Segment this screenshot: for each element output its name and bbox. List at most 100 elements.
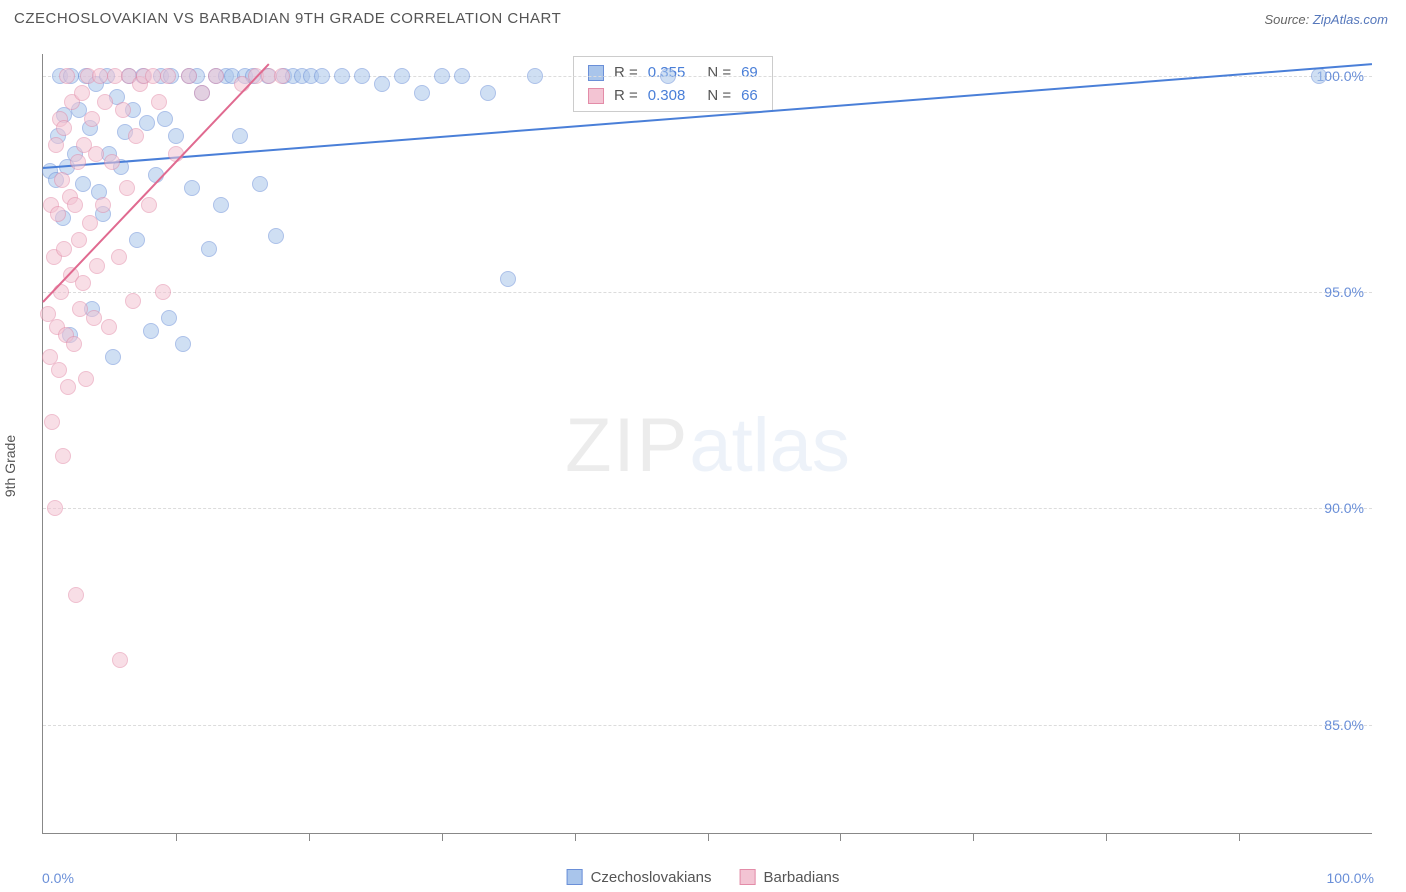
scatter-point [161, 310, 177, 326]
x-tick [575, 833, 576, 841]
y-tick-label: 85.0% [1324, 717, 1364, 733]
scatter-point [125, 293, 141, 309]
scatter-point [201, 241, 217, 257]
x-tick [1106, 833, 1107, 841]
scatter-point [1311, 68, 1327, 84]
scatter-point [50, 206, 66, 222]
legend-r-value: 0.308 [648, 87, 686, 104]
chart-area: 9th Grade ZIPatlas R =0.355N =69R =0.308… [0, 40, 1406, 892]
scatter-point [414, 85, 430, 101]
watermark-part1: ZIP [565, 403, 689, 488]
scatter-point [143, 323, 159, 339]
scatter-point [151, 94, 167, 110]
legend-series-item: Czechoslovakians [567, 869, 712, 886]
scatter-point [374, 76, 390, 92]
scatter-point [252, 176, 268, 192]
x-tick [708, 833, 709, 841]
legend-series-label: Barbadians [764, 869, 840, 886]
scatter-point [232, 128, 248, 144]
y-tick-label: 90.0% [1324, 500, 1364, 516]
scatter-point [75, 176, 91, 192]
gridline [43, 508, 1372, 509]
scatter-point [101, 319, 117, 335]
legend-n-value: 66 [741, 87, 758, 104]
x-tick [973, 833, 974, 841]
scatter-point [51, 362, 67, 378]
scatter-point [268, 228, 284, 244]
scatter-point [160, 68, 176, 84]
scatter-point [394, 68, 410, 84]
scatter-point [274, 68, 290, 84]
scatter-point [59, 68, 75, 84]
scatter-point [104, 154, 120, 170]
legend-r-label: R = [614, 87, 638, 104]
scatter-point [175, 336, 191, 352]
scatter-point [75, 275, 91, 291]
scatter-point [194, 85, 210, 101]
legend-n-label: N = [707, 87, 731, 104]
scatter-point [55, 448, 71, 464]
x-tick [309, 833, 310, 841]
scatter-point [48, 137, 64, 153]
legend-series-label: Czechoslovakians [591, 869, 712, 886]
plot-region: ZIPatlas R =0.355N =69R =0.308N =66 85.0… [42, 54, 1372, 834]
scatter-point [213, 197, 229, 213]
scatter-point [500, 271, 516, 287]
scatter-point [184, 180, 200, 196]
scatter-point [88, 146, 104, 162]
chart-title: CZECHOSLOVAKIAN VS BARBADIAN 9TH GRADE C… [14, 10, 561, 27]
scatter-point [95, 197, 111, 213]
scatter-point [115, 102, 131, 118]
watermark: ZIPatlas [565, 402, 850, 489]
scatter-point [660, 68, 676, 84]
scatter-point [82, 215, 98, 231]
scatter-point [139, 115, 155, 131]
scatter-point [92, 68, 108, 84]
scatter-point [107, 68, 123, 84]
scatter-point [434, 68, 450, 84]
legend-n-label: N = [707, 64, 731, 81]
source-prefix: Source: [1264, 12, 1312, 27]
legend-swatch [567, 869, 583, 885]
scatter-point [44, 414, 60, 430]
y-tick-label: 95.0% [1324, 284, 1364, 300]
legend-series-item: Barbadians [740, 869, 840, 886]
scatter-point [145, 68, 161, 84]
x-tick [442, 833, 443, 841]
x-axis-label-min: 0.0% [42, 870, 74, 886]
scatter-point [119, 180, 135, 196]
legend-swatch [588, 88, 604, 104]
legend-n-value: 69 [741, 64, 758, 81]
scatter-point [208, 68, 224, 84]
scatter-point [141, 197, 157, 213]
scatter-point [68, 587, 84, 603]
scatter-point [97, 94, 113, 110]
scatter-point [86, 310, 102, 326]
legend-series: Czechoslovakians Barbadians [567, 869, 840, 886]
scatter-point [47, 500, 63, 516]
scatter-point [67, 197, 83, 213]
scatter-point [56, 241, 72, 257]
gridline [43, 292, 1372, 293]
scatter-point [480, 85, 496, 101]
scatter-point [181, 68, 197, 84]
watermark-part2: atlas [689, 403, 850, 488]
source-link[interactable]: ZipAtlas.com [1313, 12, 1388, 27]
scatter-point [105, 349, 121, 365]
scatter-point [71, 232, 87, 248]
scatter-point [84, 111, 100, 127]
scatter-point [157, 111, 173, 127]
x-tick [840, 833, 841, 841]
y-axis-label: 9th Grade [2, 435, 18, 497]
x-tick [1239, 833, 1240, 841]
legend-stats-box: R =0.355N =69R =0.308N =66 [573, 56, 773, 112]
scatter-point [155, 284, 171, 300]
scatter-point [128, 128, 144, 144]
gridline [43, 725, 1372, 726]
scatter-point [60, 379, 76, 395]
chart-header: CZECHOSLOVAKIAN VS BARBADIAN 9TH GRADE C… [0, 0, 1406, 40]
scatter-point [334, 68, 350, 84]
legend-swatch [740, 869, 756, 885]
scatter-point [111, 249, 127, 265]
scatter-point [168, 128, 184, 144]
